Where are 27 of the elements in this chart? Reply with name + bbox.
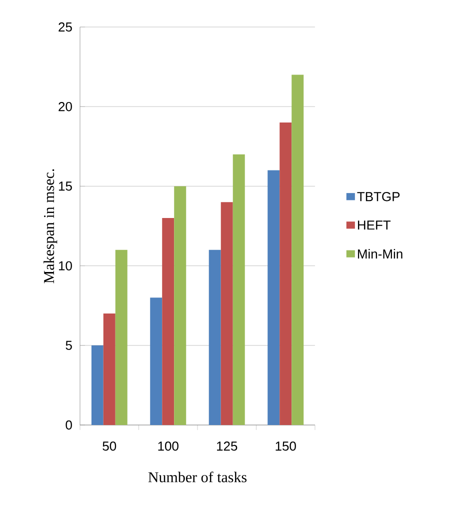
y-axis-title: Makespan in msec. bbox=[44, 169, 58, 284]
y-tick-label: 5 bbox=[66, 340, 72, 350]
legend-label: TBTGP bbox=[357, 192, 400, 202]
bar bbox=[280, 122, 292, 425]
y-tick-label: 15 bbox=[58, 182, 72, 191]
y-tick-label: 10 bbox=[58, 261, 72, 270]
bar bbox=[220, 202, 233, 425]
bar bbox=[91, 345, 104, 425]
bar bbox=[162, 218, 174, 425]
bar bbox=[208, 250, 221, 425]
bar bbox=[115, 250, 128, 425]
y-tick-label: 0 bbox=[66, 420, 72, 430]
x-tick-label: 100 bbox=[158, 442, 178, 451]
y-tick-label: 20 bbox=[58, 102, 72, 112]
x-axis-title: Number of tasks bbox=[148, 472, 247, 482]
bar bbox=[268, 170, 280, 425]
x-tick-label: 50 bbox=[102, 442, 116, 451]
y-tick-label: 25 bbox=[58, 22, 72, 32]
legend-label: HEFT bbox=[358, 220, 391, 230]
bar bbox=[174, 186, 186, 425]
x-tick-label: 150 bbox=[276, 442, 296, 451]
legend-label: Min-Min bbox=[358, 249, 402, 258]
bar bbox=[103, 314, 116, 425]
bar bbox=[150, 298, 162, 425]
x-tick-label: 125 bbox=[217, 442, 238, 451]
bar bbox=[292, 74, 304, 425]
bar bbox=[232, 154, 245, 425]
